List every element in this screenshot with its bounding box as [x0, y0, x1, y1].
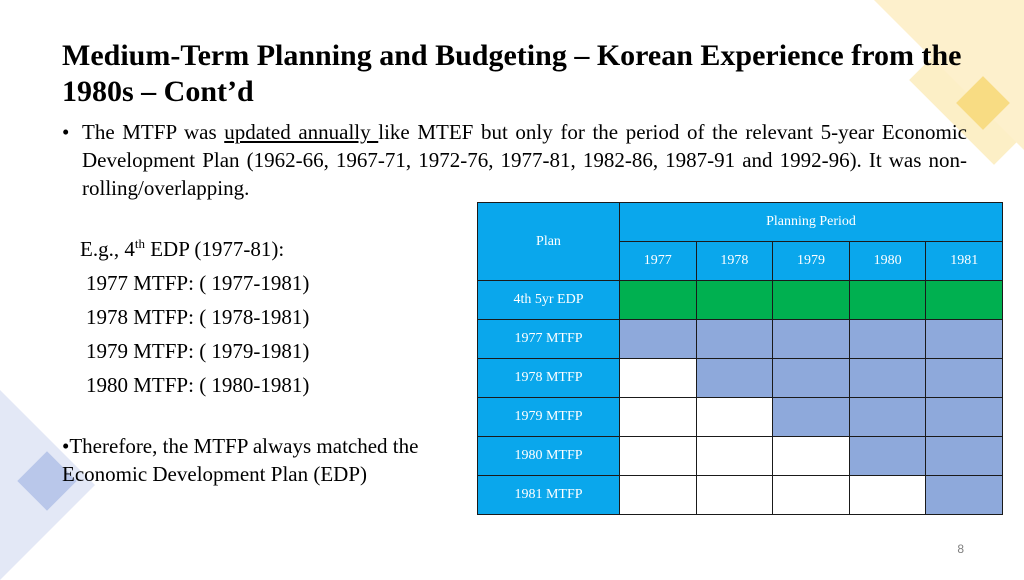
- bullet-text-start: The MTFP was: [82, 120, 225, 144]
- bullet-conclusion: •Therefore, the MTFP always matched the …: [62, 432, 482, 488]
- period-cell-white: [619, 436, 697, 476]
- year-header: 1977: [619, 241, 697, 281]
- period-cell-blue: [772, 319, 850, 359]
- period-cell-white: [772, 475, 850, 515]
- bullet-mtfp-description: • The MTFP was updated annually like MTE…: [62, 118, 967, 202]
- bullet-text: The MTFP was updated annually like MTEF …: [82, 118, 967, 202]
- year-header: 1981: [925, 241, 1003, 281]
- table-year-row: 1977 1978 1979 1980 1981: [478, 241, 1003, 281]
- period-cell-white: [772, 436, 850, 476]
- example-intro-superscript: th: [134, 236, 145, 251]
- example-intro-suffix: EDP (1977-81):: [144, 237, 285, 261]
- row-label: 1978 MTFP: [477, 358, 620, 398]
- bullet-marker: •: [62, 434, 70, 458]
- period-cell-white: [848, 475, 927, 515]
- period-cell-blue: [925, 436, 1003, 476]
- table-body: 4th 5yr EDP 1977 MTFP 1978 MTFP 1979 MTFP 19…: [477, 280, 1003, 515]
- period-cell-green: [619, 280, 697, 320]
- planning-period-header: Planning Period: [619, 202, 1003, 242]
- table-row: 1981 MTFP: [477, 475, 1003, 515]
- period-cell-white: [619, 358, 697, 398]
- period-cell-white: [695, 397, 774, 437]
- period-cell-green: [925, 280, 1003, 320]
- table-row: 1980 MTFP: [477, 436, 1003, 476]
- period-cell-blue: [772, 397, 850, 437]
- period-cell-green: [772, 280, 850, 320]
- row-label: 4th 5yr EDP: [477, 280, 620, 320]
- year-header: 1979: [772, 241, 850, 281]
- table-row: 1977 MTFP: [477, 319, 1003, 359]
- row-label: 1977 MTFP: [477, 319, 620, 359]
- slide-title: Medium-Term Planning and Budgeting – Kor…: [62, 39, 962, 108]
- period-cell-blue: [925, 319, 1003, 359]
- example-intro: E.g., 4th EDP (1977-81):: [80, 232, 309, 266]
- bullet-text-underlined: updated annually: [224, 120, 379, 144]
- table-row: 1978 MTFP: [477, 358, 1003, 398]
- period-cell-blue: [695, 358, 774, 398]
- planning-period-table: Plan Planning Period 1977 1978 1979 1980…: [477, 202, 1003, 515]
- example-line: 1980 MTFP: ( 1980-1981): [86, 373, 310, 397]
- period-cell-green: [695, 280, 774, 320]
- period-cell-blue: [848, 436, 927, 476]
- period-cell-blue: [925, 475, 1003, 515]
- period-cell-blue: [848, 397, 927, 437]
- bullet-conclusion-text: Therefore, the MTFP always matched the E…: [62, 434, 419, 486]
- table-row: 4th 5yr EDP: [477, 280, 1003, 320]
- period-cell-blue: [925, 397, 1003, 437]
- year-header: 1980: [848, 241, 927, 281]
- period-cell-blue: [695, 319, 774, 359]
- page-number: 8: [957, 542, 964, 556]
- example-block: E.g., 4th EDP (1977-81): 1977 MTFP: ( 19…: [80, 232, 309, 402]
- period-cell-blue: [848, 358, 927, 398]
- period-cell-white: [695, 475, 774, 515]
- period-cell-white: [619, 475, 697, 515]
- plan-header: Plan: [477, 202, 620, 281]
- row-label: 1981 MTFP: [477, 475, 620, 515]
- example-line: 1979 MTFP: ( 1979-1981): [86, 339, 310, 363]
- example-line: 1978 MTFP: ( 1978-1981): [86, 305, 310, 329]
- period-cell-blue: [772, 358, 850, 398]
- bullet-marker: •: [62, 120, 70, 144]
- period-cell-white: [695, 436, 774, 476]
- row-label: 1979 MTFP: [477, 397, 620, 437]
- period-cell-white: [619, 397, 697, 437]
- example-line: 1977 MTFP: ( 1977-1981): [86, 271, 310, 295]
- table-header-row: Plan Planning Period: [477, 202, 1003, 281]
- period-cell-blue: [925, 358, 1003, 398]
- period-cell-blue: [619, 319, 697, 359]
- bullet-text-end: like MTEF but only for the period of the…: [82, 120, 967, 200]
- year-header: 1978: [695, 241, 774, 281]
- table-row: 1979 MTFP: [477, 397, 1003, 437]
- period-cell-blue: [848, 319, 927, 359]
- period-cell-green: [848, 280, 927, 320]
- example-intro-prefix: E.g., 4: [80, 237, 135, 261]
- row-label: 1980 MTFP: [477, 436, 620, 476]
